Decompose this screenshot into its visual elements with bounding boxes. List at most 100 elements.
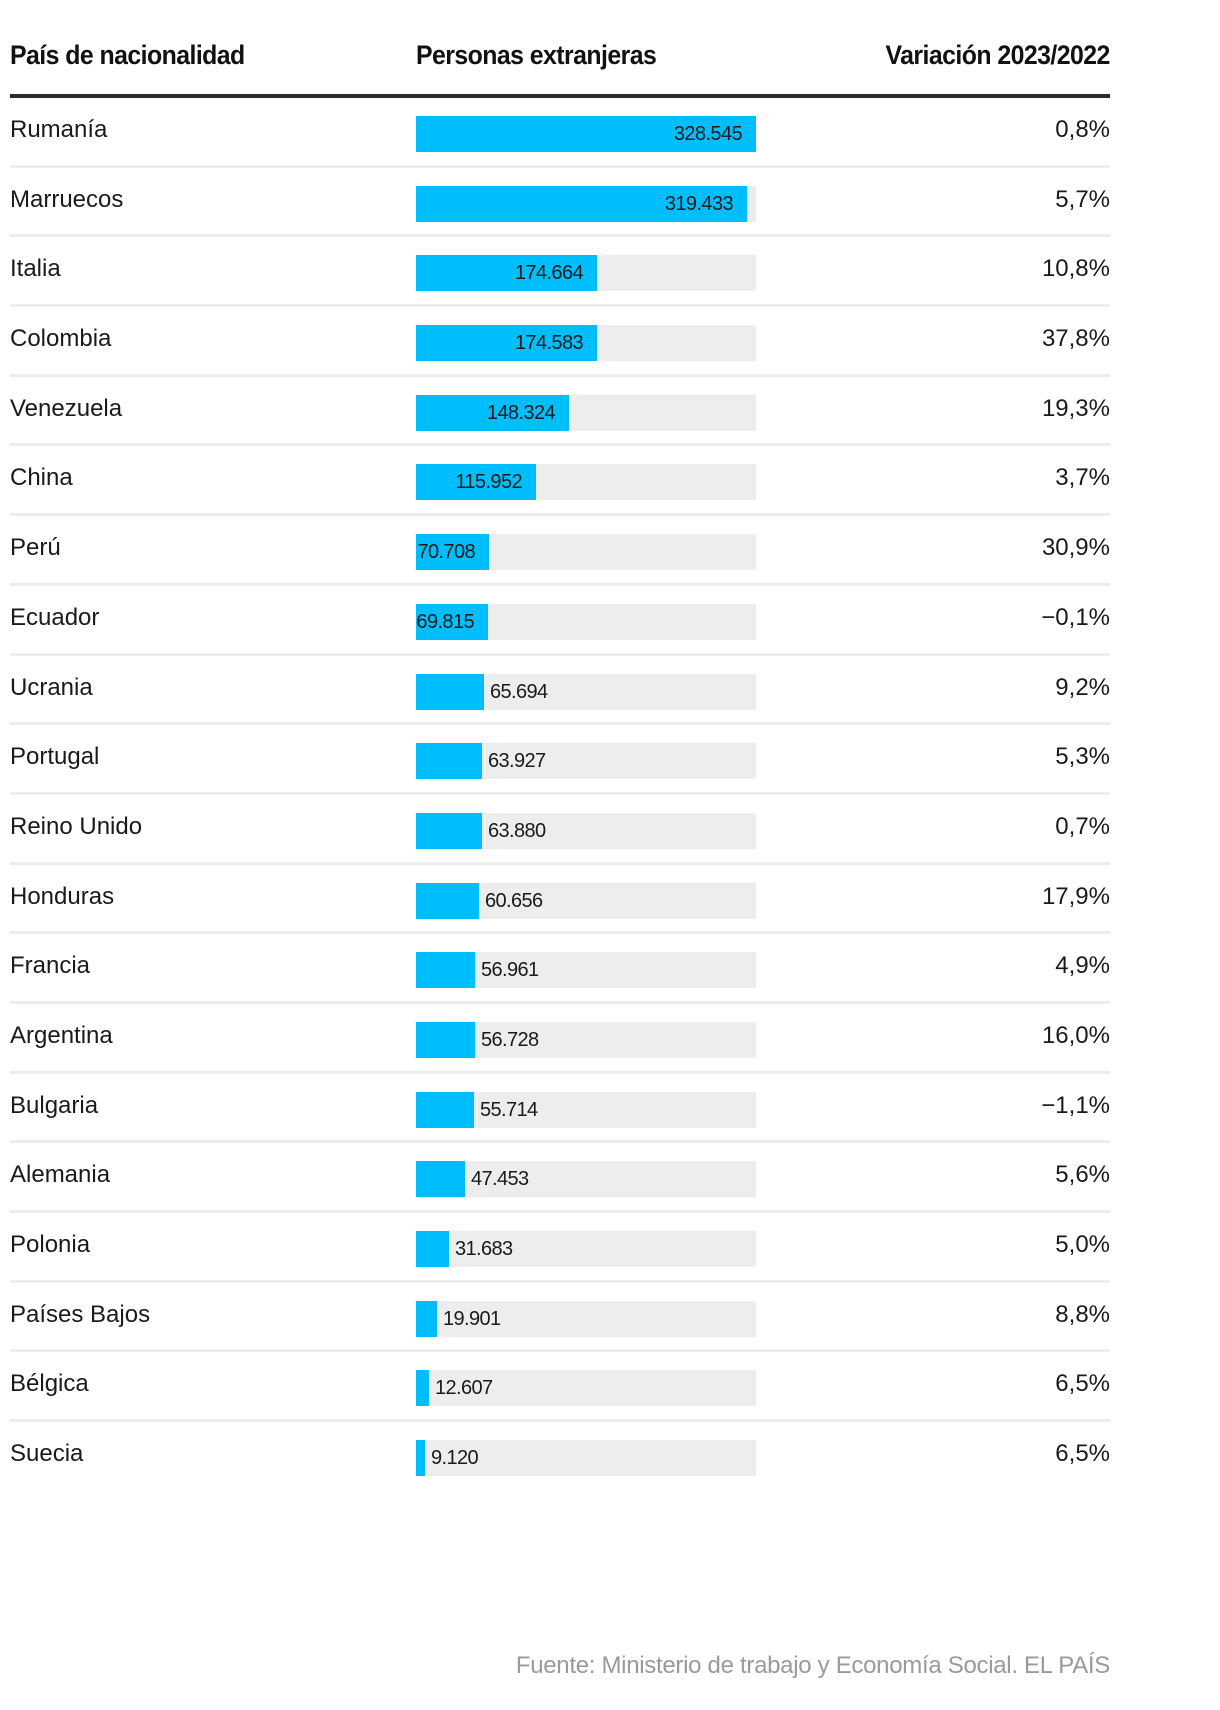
bar — [416, 743, 482, 780]
table-row: Italia 174.664 10,8% — [10, 237, 1110, 308]
table-row: Reino Unido 63.880 0,7% — [10, 795, 1110, 865]
bar-track: 115.952 — [416, 464, 756, 501]
bar-value-label: 328.545 — [673, 123, 743, 145]
bar-track: 56.728 — [416, 1021, 756, 1058]
table-row: Bulgaria 55.714 −1,1% — [10, 1074, 1110, 1144]
bar-track: 12.607 — [416, 1370, 756, 1407]
country-label: Portugal — [10, 743, 100, 771]
bar-track: 65.694 — [416, 673, 756, 710]
bar-track: 319.433 — [416, 185, 756, 222]
bar-track: 148.324 — [416, 394, 756, 431]
bar-value-label: 63.880 — [488, 819, 546, 842]
bar — [416, 1370, 429, 1407]
bar-track: 60.656 — [416, 882, 756, 919]
bar — [416, 1231, 449, 1267]
bar — [416, 116, 756, 152]
bar-value-label: 319.433 — [664, 192, 734, 215]
bar-value-label: 65.694 — [490, 680, 548, 703]
bar — [416, 673, 484, 710]
country-label: Reino Unido — [10, 812, 143, 840]
country-label: Alemania — [10, 1161, 111, 1189]
country-label: Bélgica — [10, 1370, 89, 1398]
bar — [416, 1300, 437, 1337]
bar-track: 174.583 — [416, 325, 756, 362]
bar-track: 63.880 — [416, 812, 756, 849]
variation-value: 5,0% — [1055, 1231, 1110, 1258]
table-row: Honduras 60.656 17,9% — [10, 865, 1110, 935]
bar — [416, 534, 489, 571]
country-label: Ucrania — [10, 673, 93, 701]
variation-value: 30,9% — [1041, 534, 1110, 562]
table-row: Venezuela 148.324 19,3% — [10, 377, 1110, 447]
variation-value: 5,3% — [1055, 743, 1110, 771]
bar-value-label: 69.815 — [416, 610, 474, 633]
variation-value: 4,9% — [1055, 952, 1110, 980]
bar-track: 55.714 — [416, 1091, 756, 1128]
bar-value-label: 60.656 — [485, 889, 543, 912]
table-row: Polonia 31.683 5,0% — [10, 1213, 1110, 1283]
table-row: Rumanía 328.545 0,8% — [10, 98, 1110, 168]
variation-value: 0,7% — [1055, 812, 1110, 840]
bar-track: 19.901 — [416, 1300, 756, 1337]
bar — [416, 603, 488, 640]
bar-value-label: 70.708 — [417, 541, 475, 564]
country-label: Argentina — [10, 1021, 113, 1049]
header-rule — [10, 94, 1110, 98]
country-label: Países Bajos — [10, 1300, 151, 1328]
bar-track: 47.453 — [416, 1161, 756, 1198]
bar — [416, 952, 475, 989]
variation-value: 17,9% — [1041, 882, 1110, 910]
bar-track: 63.927 — [416, 743, 756, 780]
bar-value-label: 174.583 — [514, 332, 584, 355]
table-row: Ecuador 69.815 −0,1% — [10, 586, 1110, 656]
bar — [416, 1091, 474, 1128]
bar-track: 70.708 — [416, 534, 756, 571]
bar — [416, 882, 479, 919]
bar-value-label: 148.324 — [486, 401, 556, 424]
column-header-people: Personas extranjeras — [416, 40, 657, 70]
country-label: Polonia — [10, 1231, 91, 1258]
bar — [416, 464, 536, 501]
country-label: Francia — [10, 952, 91, 980]
column-header-country: País de nacionalidad — [10, 40, 245, 70]
country-label: Italia — [10, 255, 61, 283]
variation-value: 37,8% — [1041, 325, 1110, 353]
bar-value-label: 63.927 — [488, 750, 546, 773]
variation-value: −1,1% — [1041, 1091, 1110, 1119]
variation-value: 6,5% — [1055, 1440, 1110, 1468]
variation-value: 19,3% — [1041, 394, 1110, 422]
variation-value: 3,7% — [1055, 464, 1110, 492]
source-note: Fuente: Ministerio de trabajo y Economía… — [515, 1652, 1110, 1679]
bar-value-label: 9.120 — [431, 1447, 479, 1470]
table-row: Marruecos 319.433 5,7% — [10, 168, 1110, 238]
bar-value-label: 55.714 — [480, 1098, 538, 1121]
table-row: Ucrania 65.694 9,2% — [10, 656, 1110, 726]
bar-value-label: 47.453 — [471, 1168, 529, 1191]
variation-value: 5,6% — [1055, 1161, 1110, 1189]
bar-value-label: 19.901 — [443, 1307, 501, 1330]
table-body: Rumanía 328.545 0,8% Marruecos 319.433 5,7% It… — [10, 98, 1110, 1492]
table-row: Países Bajos 19.901 8,8% — [10, 1283, 1110, 1353]
variation-value: 16,0% — [1041, 1021, 1110, 1049]
bar-track: 9.120 — [416, 1440, 756, 1477]
table-row: Suecia 9.120 6,5% — [10, 1422, 1110, 1492]
table-row: Colombia 174.583 37,8% — [10, 307, 1110, 377]
country-label: Suecia — [10, 1440, 84, 1468]
variation-value: 6,5% — [1055, 1370, 1110, 1398]
bar-value-label: 56.728 — [481, 1028, 539, 1051]
country-label: Perú — [10, 534, 61, 562]
country-label: Marruecos — [10, 185, 124, 213]
bar — [416, 185, 747, 222]
table-row: Alemania 47.453 5,6% — [10, 1143, 1110, 1213]
bar-track: 56.961 — [416, 952, 756, 989]
bar — [416, 1161, 465, 1198]
country-label: Honduras — [10, 882, 115, 910]
bar-track: 69.815 — [416, 603, 756, 640]
table-row: Perú 70.708 30,9% — [10, 516, 1110, 586]
table-row: Argentina 56.728 16,0% — [10, 1004, 1110, 1074]
country-label: Rumanía — [10, 116, 108, 143]
variation-value: 0,8% — [1055, 116, 1110, 143]
table-row: China 115.952 3,7% — [10, 446, 1110, 517]
column-header-variation: Variación 2023/2022 — [885, 40, 1111, 70]
bar-value-label: 174.664 — [514, 262, 584, 285]
